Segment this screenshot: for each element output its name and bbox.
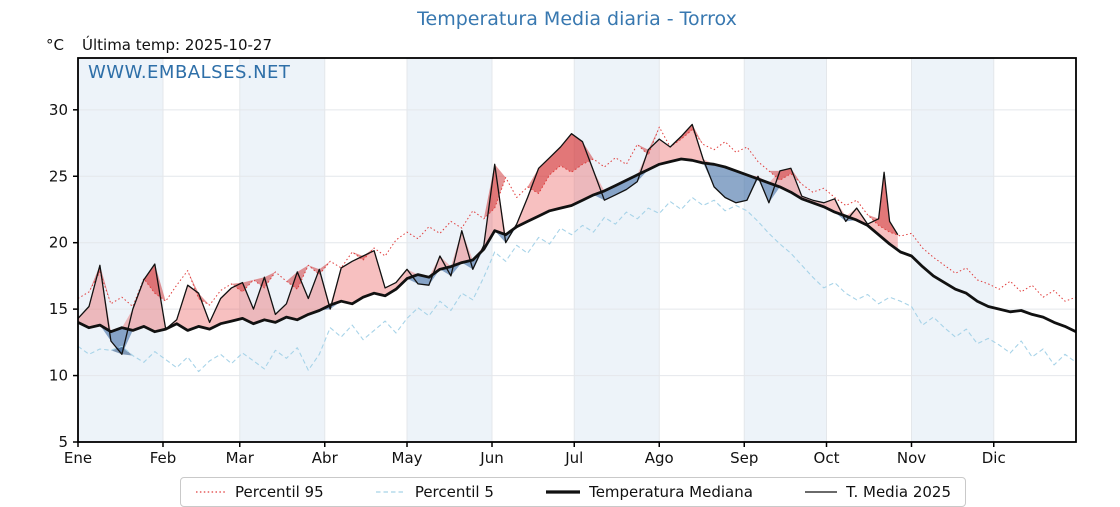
x-tick-label: May — [392, 449, 423, 467]
x-tick-label: Oct — [814, 449, 840, 467]
percentil-95-line-sample — [196, 491, 226, 493]
y-tick-label: 5 — [58, 433, 68, 451]
x-tick-label: Abr — [312, 449, 339, 467]
x-tick-label: Jun — [479, 449, 503, 467]
x-tick-label: Ene — [64, 449, 92, 467]
y-tick-label: 20 — [49, 234, 68, 252]
y-tick-label: 15 — [49, 300, 68, 318]
last-temp-label: Última temp: 2025-10-27 — [82, 36, 273, 54]
legend-label: Percentil 95 — [235, 483, 324, 501]
legend-item-percentil-5: Percentil 5 — [375, 483, 494, 501]
legend-box: Percentil 95 Percentil 5 Temperatura Med… — [180, 477, 966, 507]
x-tick-label: Sep — [730, 449, 758, 467]
month-band — [744, 58, 827, 442]
percentil-5-line-sample — [375, 491, 406, 493]
legend-item-t-media-2025: T. Media 2025 — [804, 483, 951, 501]
month-band — [239, 58, 325, 442]
x-tick-label: Jul — [564, 449, 583, 467]
month-band — [911, 58, 994, 442]
y-axis-unit-label: °C — [46, 36, 64, 54]
fill-above-median — [78, 124, 898, 332]
fill-above-p95 — [78, 124, 898, 307]
x-tick-label: Dic — [982, 449, 1006, 467]
legend-label: T. Media 2025 — [846, 483, 951, 501]
month-band — [407, 58, 493, 442]
month-band — [574, 58, 660, 442]
watermark: WWW.EMBALSES.NET — [88, 62, 291, 83]
legend-item-temperatura-mediana: Temperatura Mediana — [545, 483, 753, 501]
chart-title: Temperatura Media diaria - Torrox — [417, 8, 737, 30]
x-tick-label: Mar — [226, 449, 255, 467]
temperatura-mediana-line — [77, 157, 1077, 334]
x-tick-label: Ago — [645, 449, 674, 467]
x-tick-label: Feb — [150, 449, 177, 467]
y-tick-label: 25 — [49, 167, 68, 185]
percentil-95-line — [77, 126, 1077, 307]
legend-item-percentil-95: Percentil 95 — [195, 483, 324, 501]
legend-label: Temperatura Mediana — [589, 483, 753, 501]
legend-label: Percentil 5 — [414, 483, 494, 501]
t-media-2025-line — [77, 123, 899, 355]
y-tick-label: 30 — [49, 101, 68, 119]
temperatura-mediana-line-sample — [546, 490, 581, 494]
x-tick-label: Nov — [897, 449, 926, 467]
y-tick-label: 10 — [49, 367, 68, 385]
percentil-5-line — [77, 196, 1077, 373]
t-media-2025-line-sample — [805, 491, 838, 493]
plot-border — [77, 57, 1077, 443]
month-band — [78, 58, 163, 442]
